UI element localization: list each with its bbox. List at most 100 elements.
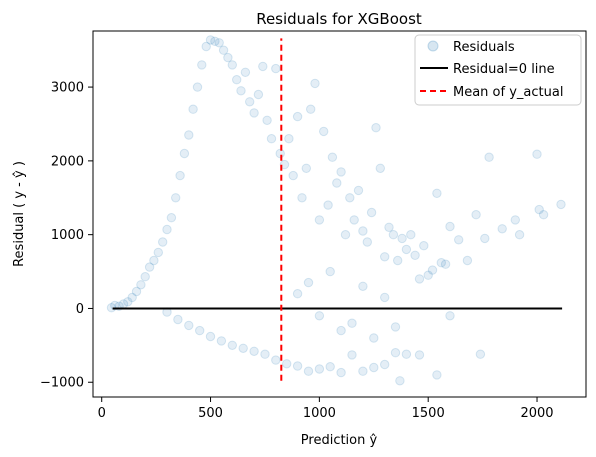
- x-axis-label: Prediction ŷ: [301, 433, 378, 448]
- residual-point: [218, 45, 229, 55]
- residual-point: [514, 230, 525, 240]
- residual-point: [371, 123, 381, 133]
- residual-point: [445, 311, 455, 321]
- residual-point: [179, 148, 190, 159]
- x-tick-label: 1500: [412, 406, 445, 421]
- residual-point: [271, 355, 281, 365]
- residual-point: [510, 215, 520, 225]
- residual-point: [380, 359, 390, 370]
- residual-point: [131, 286, 142, 297]
- residual-point: [340, 230, 351, 240]
- residual-point: [144, 262, 155, 272]
- legend-mean-label: Mean of y_actual: [453, 85, 563, 100]
- y-tick-label: 0: [76, 302, 84, 317]
- axis-layer: 0 500 1000 1500 2000 −1000 0 1000 2000 3000: [40, 81, 554, 421]
- residual-point: [432, 370, 442, 380]
- y-tick-label: 2000: [51, 154, 84, 169]
- residual-point: [175, 170, 185, 181]
- residual-point: [188, 104, 198, 114]
- residual-point: [445, 221, 455, 232]
- residual-point: [358, 226, 368, 236]
- residual-point: [232, 75, 242, 85]
- residual-point: [497, 224, 507, 234]
- residual-point: [362, 237, 372, 247]
- residual-point: [284, 134, 294, 144]
- residual-point: [253, 89, 264, 100]
- residual-point: [325, 362, 335, 372]
- residual-point: [162, 224, 172, 235]
- y-tick-label: −1000: [40, 376, 84, 391]
- residual-point: [227, 60, 238, 70]
- residual-point: [205, 331, 216, 342]
- residual-point: [534, 204, 544, 215]
- residual-point: [314, 364, 325, 374]
- x-tick-label: 2000: [520, 406, 553, 421]
- residual-point: [306, 104, 316, 114]
- residual-point: [288, 170, 298, 181]
- x-tick-label: 0: [98, 406, 106, 421]
- x-tick-label: 1000: [303, 406, 336, 421]
- residual-point: [140, 272, 150, 282]
- residual-point: [205, 35, 216, 45]
- residual-point: [440, 259, 451, 269]
- residual-point: [158, 237, 168, 247]
- residual-point: [192, 82, 203, 92]
- residual-point: [454, 235, 464, 245]
- residual-point: [380, 252, 390, 262]
- y-tick-label: 1000: [51, 228, 84, 243]
- residual-point: [297, 193, 307, 203]
- residual-point: [210, 36, 220, 46]
- residual-point: [556, 199, 566, 210]
- residual-point: [171, 193, 181, 203]
- residual-point: [127, 292, 137, 303]
- residual-point: [532, 149, 542, 159]
- residual-point: [375, 163, 385, 174]
- legend-residuals-marker: [427, 40, 439, 52]
- residual-point: [380, 292, 390, 303]
- residual-point: [484, 152, 494, 162]
- residual-point: [149, 255, 159, 266]
- residual-point: [123, 297, 133, 307]
- residual-point: [475, 349, 486, 359]
- residual-point: [432, 188, 442, 199]
- residual-point: [414, 274, 425, 284]
- residual-point: [388, 230, 399, 240]
- residual-point: [301, 163, 311, 174]
- legend-residuals-label: Residuals: [453, 40, 515, 55]
- residual-point: [336, 367, 346, 378]
- residual-point: [345, 193, 355, 203]
- residual-point: [166, 213, 177, 223]
- residual-point: [414, 350, 425, 360]
- residual-point: [390, 322, 401, 332]
- residual-point: [292, 111, 303, 122]
- residual-point: [292, 361, 303, 371]
- residual-point: [260, 349, 270, 359]
- residual-point: [325, 266, 335, 277]
- residual-point: [347, 350, 357, 360]
- residual-point: [197, 60, 207, 70]
- residual-point: [395, 376, 405, 386]
- residual-point: [279, 159, 290, 170]
- residual-point: [462, 255, 473, 266]
- residual-point: [236, 86, 246, 96]
- residual-point: [314, 311, 325, 321]
- residual-point: [184, 320, 194, 331]
- residual-point: [347, 318, 357, 328]
- residual-point: [384, 222, 394, 233]
- y-tick-label: 3000: [51, 81, 84, 96]
- residual-point: [262, 115, 272, 126]
- residual-point: [369, 362, 379, 373]
- residual-point: [319, 126, 329, 137]
- residual-point: [195, 325, 205, 336]
- residual-point: [136, 280, 146, 290]
- residual-point: [436, 258, 446, 268]
- residual-point: [271, 63, 281, 74]
- residual-point: [390, 348, 401, 358]
- residual-point: [184, 130, 194, 140]
- residual-point: [410, 250, 420, 261]
- residual-point: [216, 336, 227, 346]
- residual-point: [353, 185, 364, 196]
- residual-point: [238, 343, 248, 353]
- legend-zero-line-label: Residual=0 line: [453, 62, 555, 77]
